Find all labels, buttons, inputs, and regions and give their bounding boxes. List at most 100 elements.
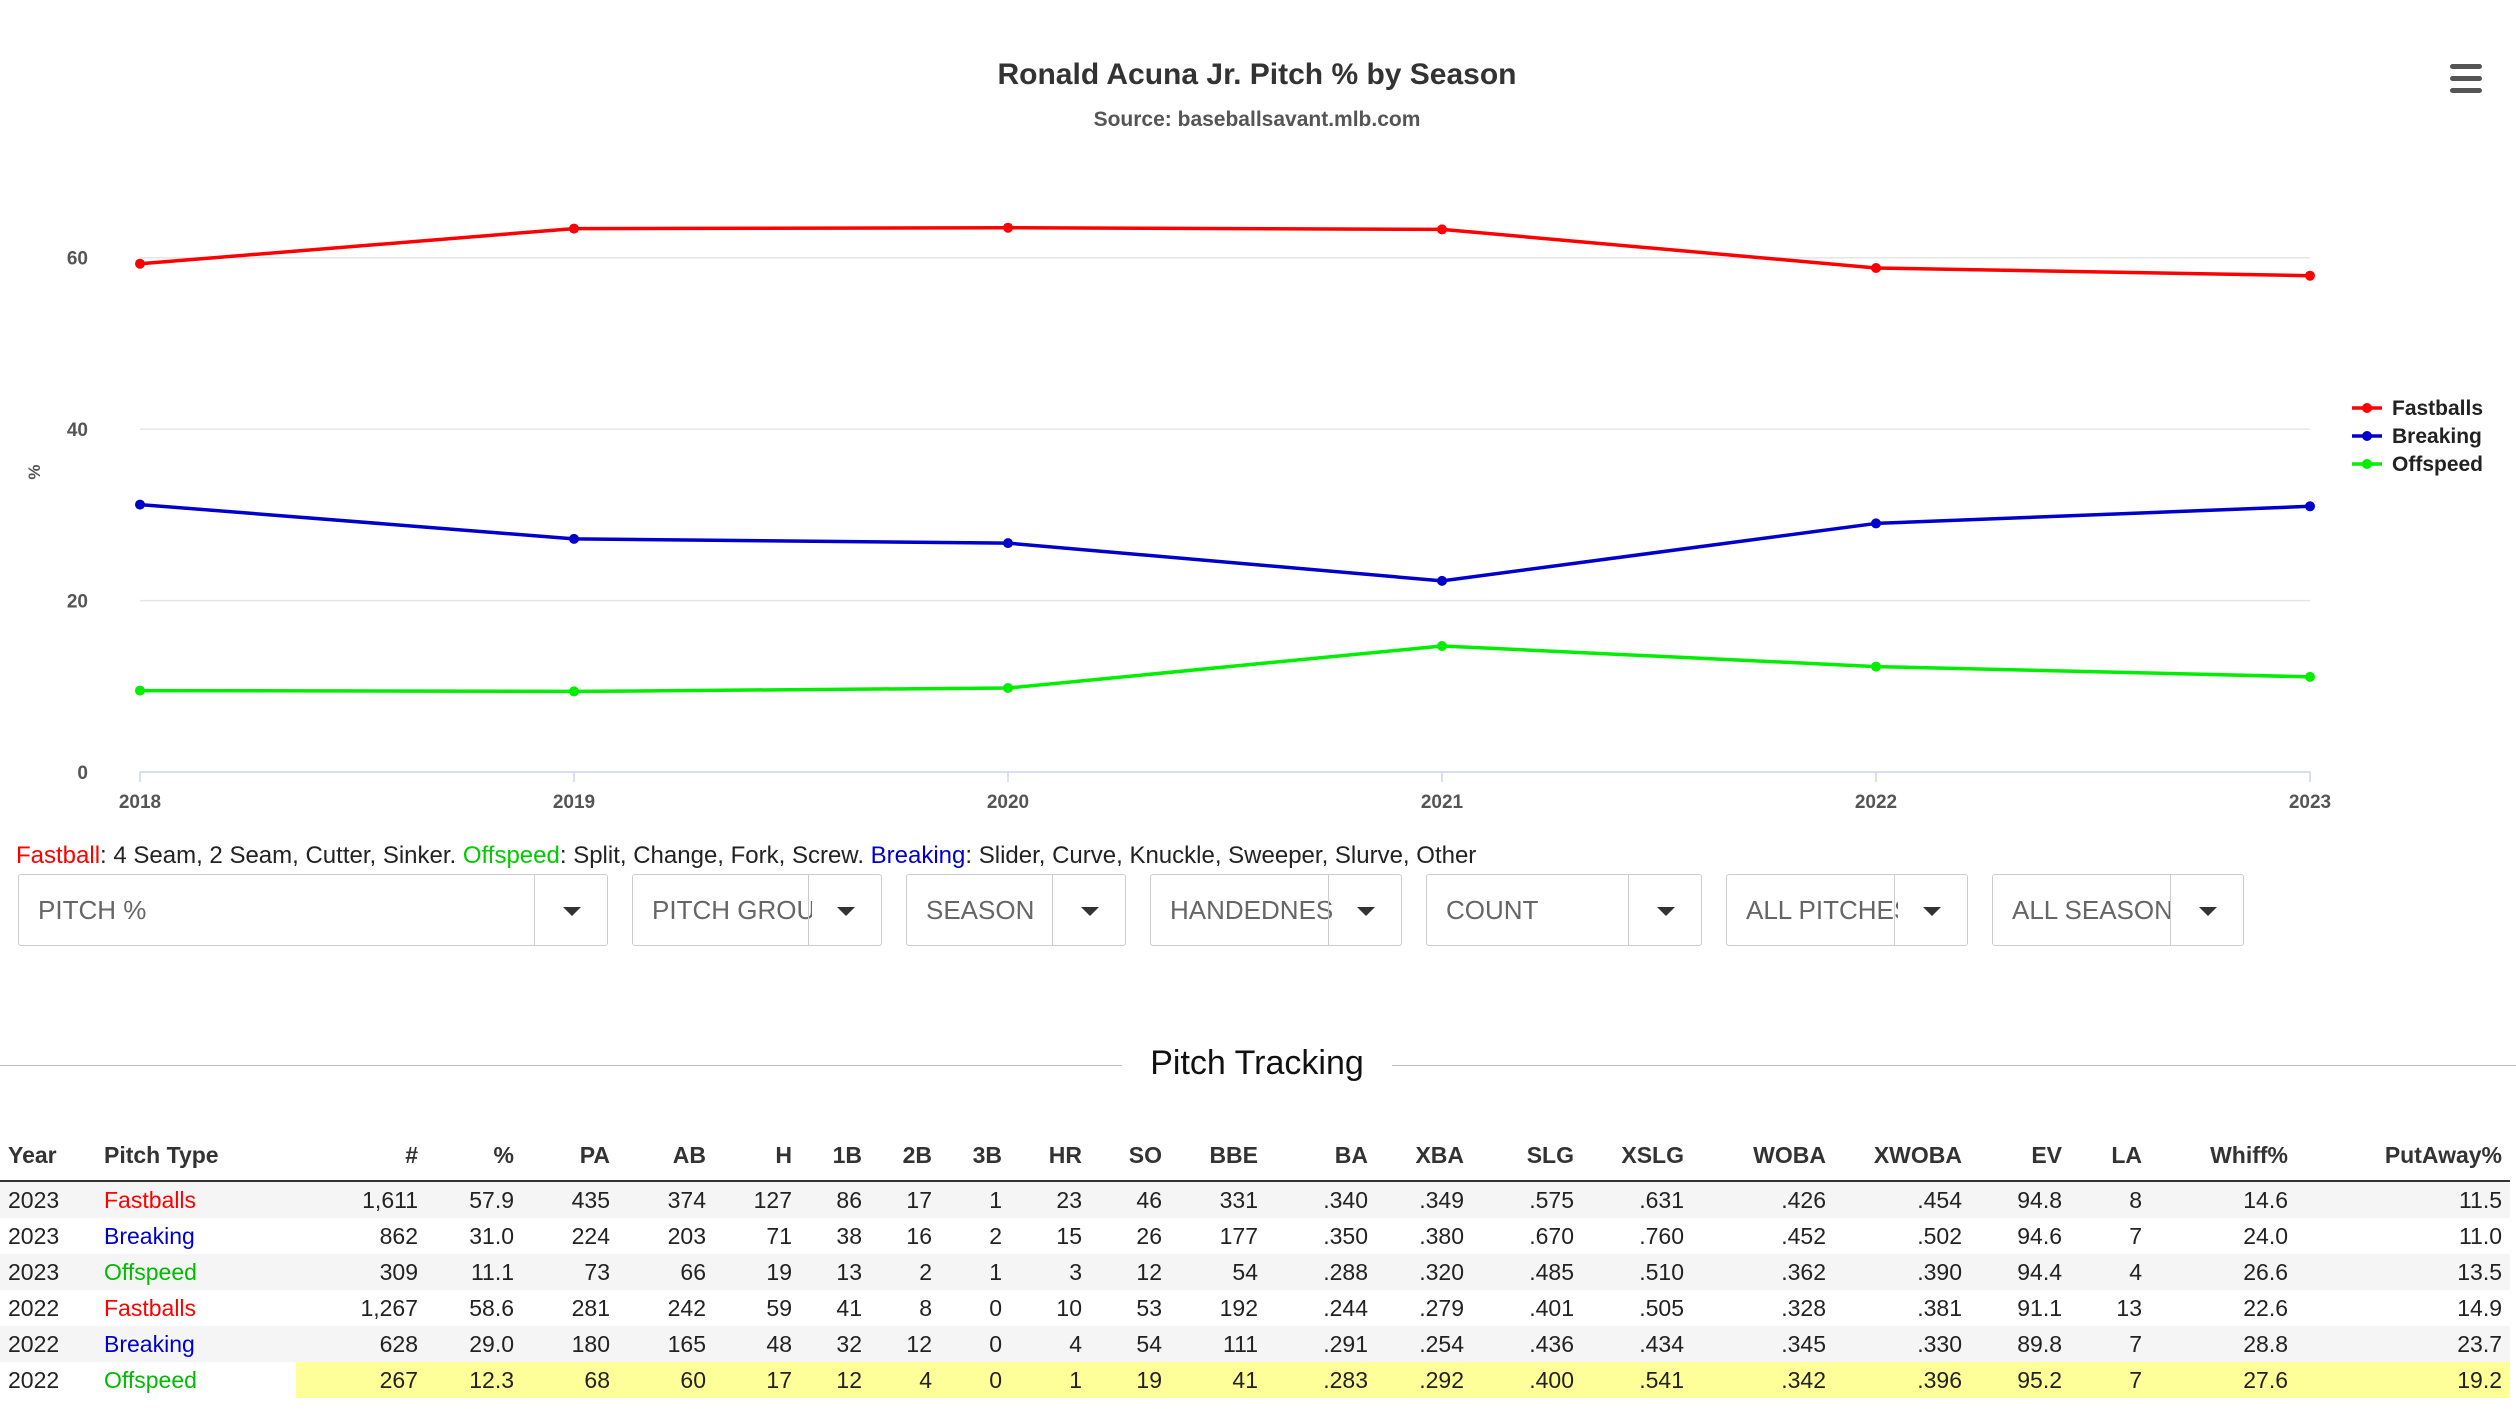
column-header[interactable]: PA — [522, 1130, 618, 1182]
column-header[interactable]: AB — [618, 1130, 714, 1182]
column-header[interactable]: BA — [1266, 1130, 1376, 1182]
stat-cell: .390 — [1834, 1254, 1970, 1290]
stat-cell: 12.3 — [426, 1362, 522, 1398]
fastballs-data-point[interactable] — [135, 258, 145, 269]
column-header[interactable]: 1B — [800, 1130, 870, 1182]
stat-cell: 54 — [1090, 1326, 1170, 1362]
fastballs-data-point[interactable] — [569, 223, 579, 234]
stat-cell: 2 — [870, 1254, 940, 1290]
fastballs-data-point[interactable] — [1871, 263, 1881, 273]
column-header[interactable]: WOBA — [1692, 1130, 1834, 1182]
season-dropdown[interactable]: SEASON — [906, 874, 1126, 946]
breaking-data-point[interactable] — [1437, 575, 1447, 586]
column-header[interactable]: XWOBA — [1834, 1130, 1970, 1182]
legend-item-fastballs[interactable]: Fastballs — [2392, 397, 2483, 420]
column-header[interactable]: PutAway% — [2296, 1130, 2510, 1182]
pitch-percent-dropdown[interactable]: PITCH % — [18, 874, 608, 946]
dropdown-label: SEASON — [926, 895, 1035, 925]
all-pitches-dropdown[interactable]: ALL PITCHES — [1726, 874, 1968, 946]
legend-item-breaking[interactable]: Breaking — [2392, 425, 2482, 448]
column-header[interactable]: 2B — [870, 1130, 940, 1182]
fastballs-data-point[interactable] — [2305, 270, 2315, 281]
all-seasons-dropdown[interactable]: ALL SEASONS — [1992, 874, 2244, 946]
fastballs-data-point[interactable] — [1003, 222, 1013, 233]
stat-cell: 14.9 — [2457, 1294, 2502, 1321]
stat-cell: 267 — [296, 1362, 426, 1398]
offspeed-data-point[interactable] — [1437, 641, 1447, 651]
year-cell: 2022 — [8, 1294, 60, 1321]
stat-cell: 22.6 — [2243, 1294, 2288, 1321]
dropdown-toggle[interactable] — [1052, 875, 1125, 945]
column-header[interactable]: BBE — [1170, 1130, 1266, 1182]
column-header[interactable]: Pitch Type — [96, 1130, 296, 1182]
dropdown-label: PITCH GROUP — [652, 895, 812, 925]
offspeed-data-point[interactable] — [1871, 661, 1881, 672]
stat-cell: .454 — [1834, 1181, 1970, 1218]
stat-cell: 15 — [1056, 1222, 1082, 1249]
column-header[interactable]: SO — [1090, 1130, 1170, 1182]
column-header[interactable]: 3B — [940, 1130, 1010, 1182]
column-header[interactable]: HR — [1010, 1130, 1090, 1182]
stat-cell: 94.4 — [1970, 1254, 2070, 1290]
dropdown-toggle[interactable] — [1628, 875, 1701, 945]
year-cell: 2022 — [0, 1326, 96, 1362]
legend-marker-breaking — [2362, 431, 2372, 441]
column-header[interactable]: H — [714, 1130, 800, 1182]
stat-cell: 177 — [1219, 1222, 1258, 1249]
breaking-data-point[interactable] — [135, 499, 145, 510]
chart-title: Ronald Acuna Jr. Pitch % by Season — [997, 58, 1516, 91]
column-header[interactable]: SLG — [1472, 1130, 1582, 1182]
year-cell: 2023 — [0, 1181, 96, 1218]
dropdown-label: COUNT — [1446, 895, 1539, 925]
stat-cell: .541 — [1582, 1362, 1692, 1398]
stat-cell: 95.2 — [1970, 1362, 2070, 1398]
stat-cell: .291 — [1266, 1326, 1376, 1362]
stat-cell: 165 — [618, 1326, 714, 1362]
count-dropdown[interactable]: COUNT — [1426, 874, 1702, 946]
offspeed-data-point[interactable] — [569, 686, 579, 697]
column-header[interactable]: Year — [0, 1130, 96, 1182]
stat-cell: 86 — [800, 1181, 870, 1218]
column-header[interactable]: EV — [1970, 1130, 2070, 1182]
column-header[interactable]: % — [426, 1130, 522, 1182]
stat-cell: .505 — [1639, 1294, 1684, 1321]
dropdown-toggle[interactable] — [2170, 875, 2243, 945]
column-header[interactable]: LA — [2070, 1130, 2150, 1182]
handedness-dropdown[interactable]: HANDEDNESS — [1150, 874, 1402, 946]
stat-cell: 23 — [1010, 1181, 1090, 1218]
breaking-data-point[interactable] — [1871, 518, 1881, 529]
stat-cell: .631 — [1582, 1181, 1692, 1218]
pitch-group-dropdown[interactable]: PITCH GROUP — [632, 874, 882, 946]
offspeed-data-point[interactable] — [2305, 671, 2315, 682]
column-header[interactable]: Whiff% — [2150, 1130, 2296, 1182]
breaking-data-point[interactable] — [2305, 501, 2315, 512]
stat-cell: 41 — [836, 1294, 862, 1321]
dropdown-label: ALL PITCHES — [1746, 895, 1898, 925]
stat-cell: 8 — [2070, 1181, 2150, 1218]
legend-marker-fastballs — [2362, 403, 2372, 413]
column-header[interactable]: XSLG — [1582, 1130, 1692, 1182]
fastball-group-text: : 4 Seam, 2 Seam, Cutter, Sinker. — [100, 842, 463, 869]
menu-icon[interactable] — [2446, 64, 2486, 98]
column-header[interactable]: XBA — [1376, 1130, 1472, 1182]
dropdown-toggle[interactable] — [1328, 875, 1401, 945]
stat-cell: .320 — [1376, 1254, 1472, 1290]
stat-cell: .380 — [1419, 1222, 1464, 1249]
breaking-data-point[interactable] — [1003, 538, 1013, 549]
legend-item-offspeed[interactable]: Offspeed — [2392, 453, 2483, 476]
offspeed-data-point[interactable] — [1003, 683, 1013, 693]
stat-cell: 60 — [618, 1362, 714, 1398]
offspeed-data-point[interactable] — [135, 685, 145, 696]
stat-cell: 11.1 — [426, 1254, 522, 1290]
breaking-data-point[interactable] — [569, 533, 579, 544]
column-header[interactable]: # — [296, 1130, 426, 1182]
stat-cell: 281 — [571, 1294, 610, 1321]
fastballs-data-point[interactable] — [1437, 224, 1447, 235]
dropdown-toggle[interactable] — [808, 875, 881, 945]
section-title: Pitch Tracking — [1150, 1044, 1364, 1082]
stat-cell: 628 — [296, 1326, 426, 1362]
year-cell: 2023 — [0, 1254, 96, 1290]
dropdown-toggle[interactable] — [1894, 875, 1967, 945]
dropdown-toggle[interactable] — [534, 875, 607, 945]
stat-cell: 17 — [714, 1362, 800, 1398]
